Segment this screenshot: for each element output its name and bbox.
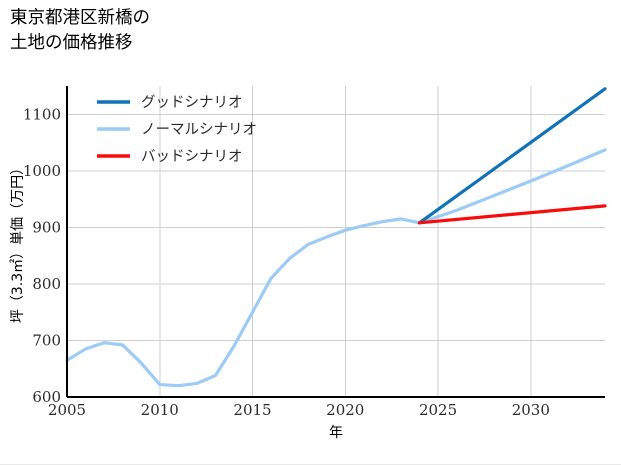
x-tick-label: 2005: [48, 401, 86, 419]
x-tick-label: 2015: [233, 401, 271, 419]
x-tick-label: 2020: [326, 401, 364, 419]
y-axis-title: 坪（3.3㎡）単価（万円）: [10, 161, 26, 323]
legend-label-1: ノーマルシナリオ: [141, 122, 257, 138]
axis-spines: [65, 86, 605, 399]
x-tick-label: 2010: [141, 401, 179, 419]
x-axis-title: 年: [329, 425, 343, 441]
legend-label-0: グッドシナリオ: [141, 94, 243, 111]
series-line-2: [417, 204, 607, 225]
y-tick-label: 1100: [23, 105, 61, 123]
y-tick-label: 800: [32, 275, 61, 293]
y-tick-label: 900: [32, 218, 61, 236]
series-line-0: [65, 148, 607, 388]
x-tick-label: 2025: [419, 401, 457, 419]
y-tick-label: 1000: [23, 162, 61, 180]
y-tick-label: 600: [32, 388, 61, 406]
x-tick-label: 2030: [512, 401, 550, 419]
chart-title: 東京都港区新橋の 土地の価格推移: [10, 8, 150, 53]
x-axis-tick-labels: 2005 2010 2015 2020 2025 2030: [48, 401, 550, 419]
y-axis-tick-labels: 600 700 800 900 1000 1100: [23, 105, 61, 406]
series-line-1: [417, 87, 607, 225]
y-tick-label: 700: [32, 331, 61, 349]
legend-label-2: バッドシナリオ: [141, 149, 243, 165]
data-series: [65, 87, 607, 388]
